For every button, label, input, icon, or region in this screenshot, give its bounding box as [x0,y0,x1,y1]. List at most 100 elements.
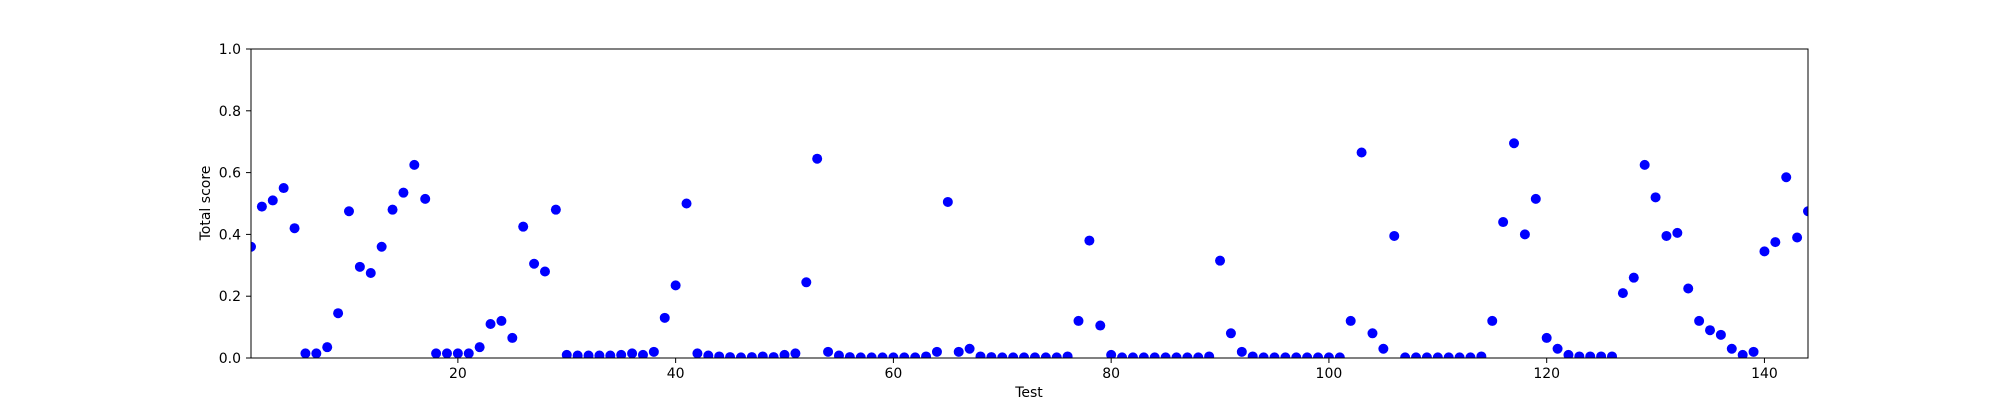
x-tick-label: 120 [1533,366,1560,382]
data-point [1225,328,1236,339]
data-point [311,348,322,358]
x-tick-label: 20 [449,366,467,382]
data-point [333,308,344,319]
data-point [1378,343,1389,354]
data-point [1705,325,1716,336]
data-point [1008,352,1019,358]
data-point [1367,328,1378,339]
data-point [1574,351,1585,358]
data-point [354,261,365,272]
data-point [757,351,768,358]
data-point [1726,343,1737,354]
data-point [463,348,474,358]
data-point [267,195,278,206]
data-point [670,280,681,291]
data-point [1095,320,1106,331]
data-point [1280,352,1291,358]
data-point [1617,288,1628,299]
data-point [485,319,496,330]
y-axis-label: Total score [198,166,214,242]
x-tick-label: 60 [884,366,902,382]
y-axis: 0.0 0.2 0.4 0.6 0.8 1.0 [219,42,251,367]
data-point [1029,352,1040,358]
data-point [1389,230,1400,241]
data-point [1639,159,1650,170]
data-point [1160,352,1171,358]
data-point [1607,351,1618,358]
data-point [1585,351,1596,358]
data-point [1530,193,1541,204]
data-point [801,277,812,288]
y-tick-label: 0.8 [219,104,241,120]
data-point [1498,217,1509,228]
data-point [681,198,692,209]
data-point [1803,206,1808,217]
data-point [1715,329,1726,340]
data-point [735,352,746,358]
data-point [420,193,431,204]
data-point [942,196,953,207]
data-point [322,342,333,353]
data-point [725,352,736,358]
data-point [376,241,387,252]
data-point [605,350,616,358]
data-point [1138,352,1149,358]
data-point [1062,351,1073,358]
data-point [997,352,1008,358]
data-point [1215,255,1226,266]
data-point [1182,352,1193,358]
data-point [833,350,844,358]
data-point [1454,352,1465,358]
data-point [659,312,670,323]
data-point [343,206,354,217]
data-point [746,352,757,358]
data-point [1247,351,1258,358]
data-point [812,153,823,164]
data-point [1193,352,1204,358]
data-point [1084,235,1095,246]
data-point [1672,227,1683,238]
data-point [550,204,561,215]
data-point [975,351,986,358]
data-point [387,204,398,215]
data-point [1236,346,1247,357]
data-point [1476,351,1487,358]
data-point [1149,352,1160,358]
data-point [529,258,540,269]
data-point [452,348,463,358]
data-point [1204,351,1215,358]
data-point [953,346,964,357]
data-point [1269,352,1280,358]
x-tick-label: 140 [1751,366,1778,382]
data-point [300,348,311,358]
y-tick-label: 0.2 [219,289,241,305]
data-point [1040,352,1051,358]
data-point [1487,315,1498,326]
x-axis: 20 40 60 80 100 120 140 [449,358,1778,382]
x-tick-label: 80 [1102,366,1120,382]
data-point [1519,229,1530,240]
data-point [768,352,779,358]
data-point [703,350,714,358]
data-point [910,352,921,358]
data-point [1400,352,1411,358]
data-point [289,223,300,234]
data-point [1171,352,1182,358]
data-point [931,346,942,357]
data-point [1073,315,1084,326]
data-point [278,183,289,194]
data-point [627,348,638,358]
data-point [855,352,866,358]
data-point [1127,352,1138,358]
data-point [790,348,801,358]
data-point [1345,315,1356,326]
data-point [1117,352,1128,358]
data-point [714,351,725,358]
data-point [256,201,267,212]
x-tick-label: 40 [667,366,685,382]
data-point [823,346,834,357]
data-point [1792,232,1803,243]
data-point [1443,352,1454,358]
